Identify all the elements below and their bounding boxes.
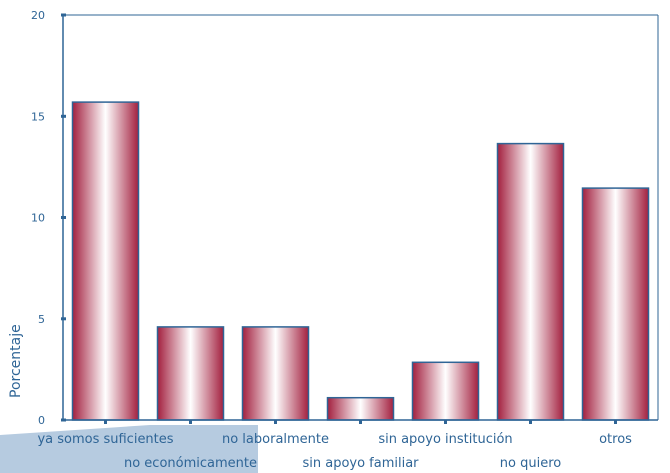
x-tick-2 <box>189 420 192 424</box>
y-ticks: 0 5 10 15 20 <box>31 9 66 427</box>
y-tick-label-5: 5 <box>38 313 45 326</box>
x-tick-1 <box>104 420 107 424</box>
x-labels: ya somos suficientes no económicamente no … <box>37 420 632 471</box>
y-tick-10 <box>61 216 66 219</box>
x-label-2: no económicamente <box>124 456 257 471</box>
y-tick-label-10: 10 <box>31 212 45 225</box>
x-tick-7 <box>614 420 617 424</box>
x-tick-6 <box>529 420 532 424</box>
bar-3 <box>241 326 310 421</box>
y-tick-label-0: 0 <box>38 414 45 427</box>
x-label-7: otros <box>599 432 632 447</box>
x-label-4: sin apoyo familiar <box>302 456 419 471</box>
floor-shadow <box>0 425 258 473</box>
y-axis-title: Porcentaje <box>8 324 24 398</box>
y-tick-label-15: 15 <box>31 110 45 123</box>
x-tick-5 <box>444 420 447 424</box>
bar-7 <box>581 187 650 421</box>
bar-2 <box>156 326 225 421</box>
x-label-3: no laboralmente <box>222 432 329 447</box>
y-tick-label-20: 20 <box>31 9 45 22</box>
y-tick-5 <box>61 317 66 321</box>
x-tick-3 <box>274 420 277 424</box>
x-tick-4 <box>359 420 362 424</box>
x-label-6: no quiero <box>500 456 561 471</box>
bars <box>71 101 650 421</box>
bar-5 <box>411 361 480 421</box>
bar-4 <box>326 396 395 421</box>
bar-1 <box>71 101 140 421</box>
x-label-1: ya somos suficientes <box>37 432 173 447</box>
y-tick-0 <box>61 418 66 422</box>
bar-6 <box>496 142 565 421</box>
y-tick-15 <box>61 114 66 118</box>
y-tick-20 <box>61 13 66 17</box>
x-label-5: sin apoyo institución <box>378 432 512 447</box>
